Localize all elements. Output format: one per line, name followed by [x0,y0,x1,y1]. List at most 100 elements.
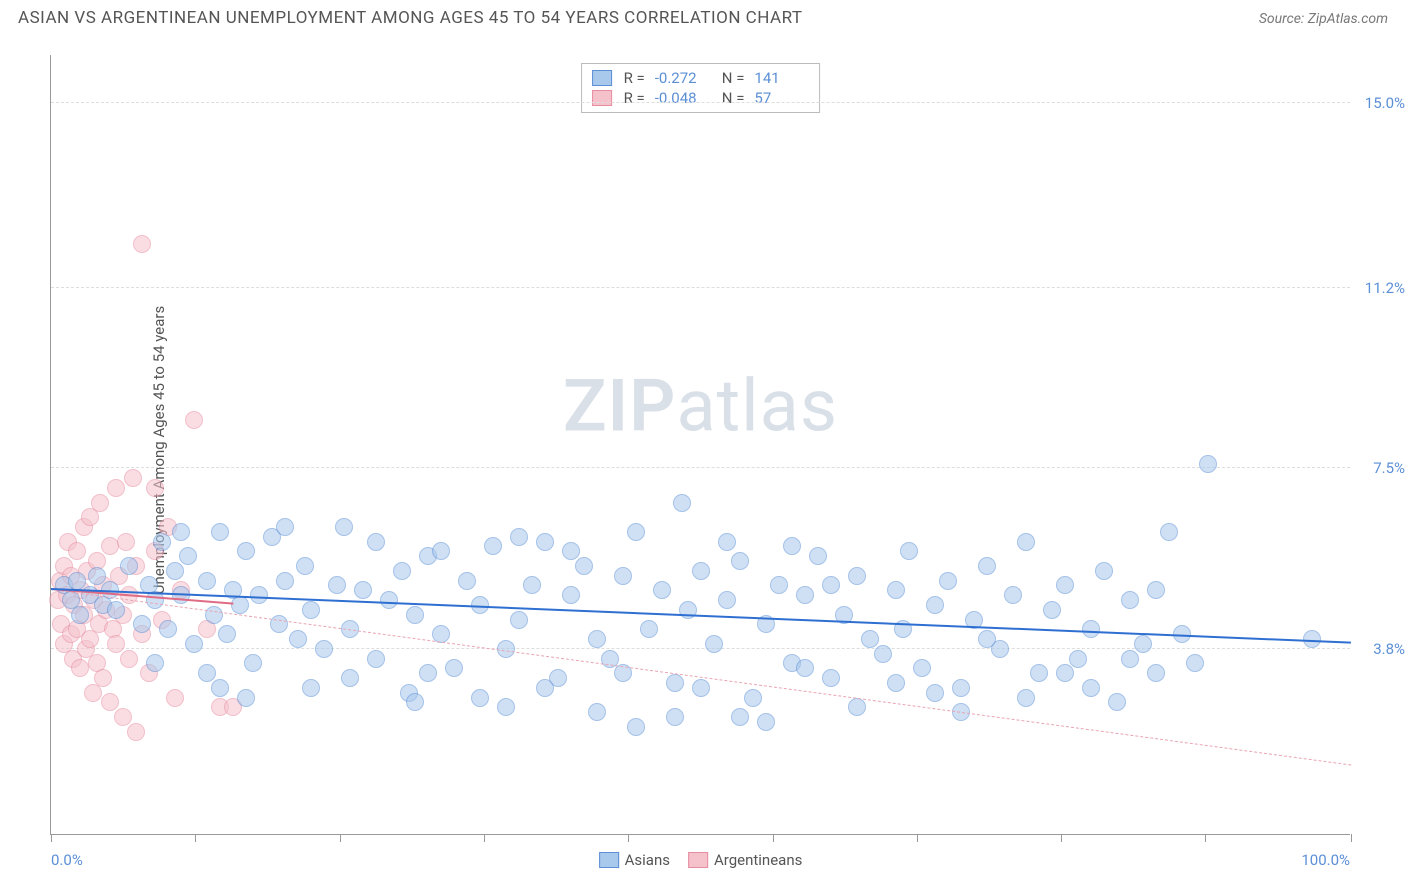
swatch-argentineans-bottom [688,852,708,868]
data-point [744,689,762,707]
data-point [218,625,236,643]
data-point [124,469,142,487]
data-point [718,533,736,551]
data-point [302,601,320,619]
data-point [120,650,138,668]
data-point [952,679,970,697]
legend-row-asians: R = -0.272 N = 141 [592,68,810,88]
n-value-argentineans: 57 [754,89,809,107]
data-point [1082,620,1100,638]
data-point [588,630,606,648]
data-point [71,606,89,624]
data-point [1030,664,1048,682]
data-point [159,620,177,638]
data-point [1095,562,1113,580]
x-tick [195,834,196,842]
swatch-asians [592,70,612,86]
data-point [536,533,554,551]
data-point [172,523,190,541]
data-point [939,572,957,590]
x-tick [917,834,918,842]
data-point [1056,576,1074,594]
data-point [185,411,203,429]
data-point [1043,601,1061,619]
data-point [302,679,320,697]
data-point [185,635,203,653]
data-point [68,572,86,590]
plot-area: ZIPatlas R = -0.272 N = 141 R = -0.048 N… [50,55,1350,835]
data-point [1069,650,1087,668]
correlation-legend: R = -0.272 N = 141 R = -0.048 N = 57 [581,63,821,113]
data-point [692,562,710,580]
data-point [71,659,89,677]
data-point [432,542,450,560]
data-point [588,703,606,721]
data-point [861,630,879,648]
y-tick-label: 15.0% [1365,94,1405,112]
data-point [367,533,385,551]
data-point [497,698,515,716]
data-point [1121,650,1139,668]
data-point [666,674,684,692]
data-point [770,576,788,594]
data-point [757,713,775,731]
data-point [1199,455,1217,473]
x-tick [628,834,629,842]
data-point [1186,654,1204,672]
legend-item-argentineans: Argentineans [688,851,802,869]
data-point [673,494,691,512]
data-point [250,586,268,604]
r-value-asians: -0.272 [655,69,710,87]
data-point [237,689,255,707]
data-point [822,669,840,687]
data-point [1160,523,1178,541]
data-point [510,611,528,629]
data-point [276,518,294,536]
swatch-asians-bottom [599,852,619,868]
data-point [1004,586,1022,604]
data-point [133,615,151,633]
data-point [1082,679,1100,697]
gridline: 11.2% [51,287,1350,288]
data-point [166,562,184,580]
data-point [692,679,710,697]
data-point [874,645,892,663]
x-tick [773,834,774,842]
data-point [231,596,249,614]
x-tick [484,834,485,842]
data-point [627,523,645,541]
data-point [276,572,294,590]
data-point [1017,533,1035,551]
gridline: 15.0% [51,102,1350,103]
legend-row-argentineans: R = -0.048 N = 57 [592,88,810,108]
data-point [1056,664,1074,682]
data-point [101,693,119,711]
data-point [783,537,801,555]
data-point [822,576,840,594]
data-point [205,606,223,624]
data-point [614,567,632,585]
data-point [120,557,138,575]
data-point [127,723,145,741]
data-point [887,674,905,692]
data-point [335,518,353,536]
legend-item-asians: Asians [599,851,670,869]
gridline: 3.8% [51,648,1350,649]
data-point [296,557,314,575]
source-attribution: Source: ZipAtlas.com [1259,11,1388,27]
data-point [328,576,346,594]
x-tick [340,834,341,842]
data-point [1147,581,1165,599]
data-point [179,547,197,565]
legend-label-argentineans: Argentineans [714,851,802,869]
data-point [536,679,554,697]
data-point [1108,693,1126,711]
data-point [198,664,216,682]
data-point [1147,664,1165,682]
data-point [315,640,333,658]
data-point [133,235,151,253]
x-tick [51,834,52,842]
data-point [484,537,502,555]
data-point [471,689,489,707]
data-point [796,659,814,677]
